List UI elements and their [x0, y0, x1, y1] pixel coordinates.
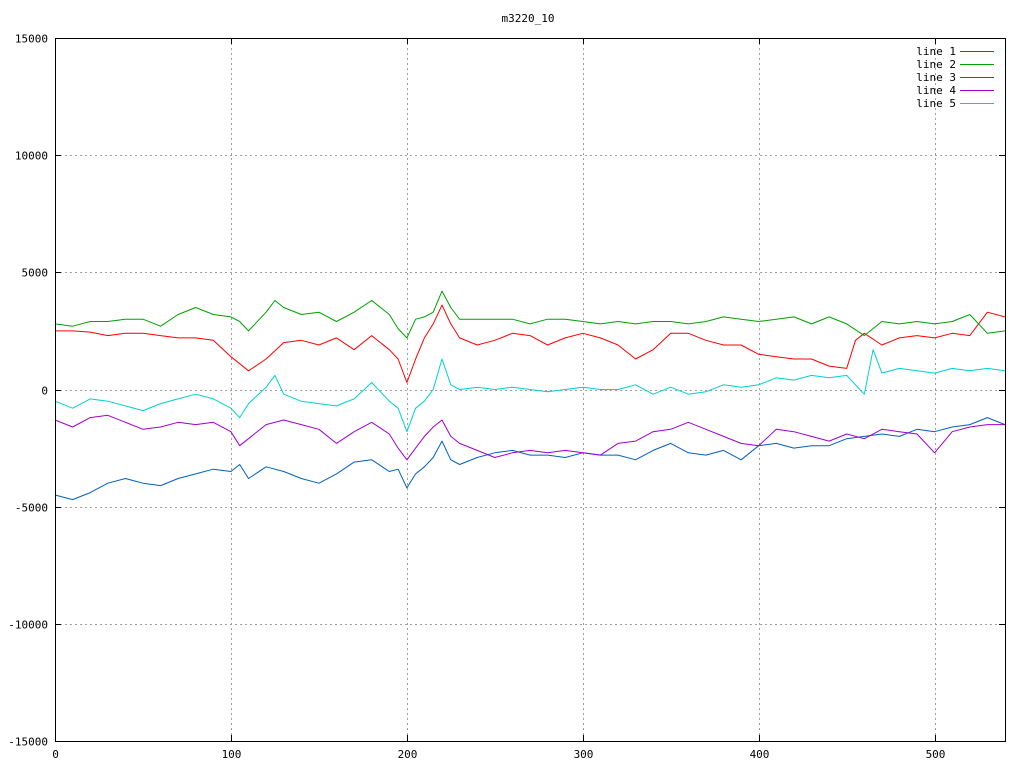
x-tick-label: 500 — [926, 748, 946, 761]
legend-label-2: line 2 — [916, 58, 956, 71]
x-tick-label: 400 — [750, 748, 770, 761]
y-tick-label: -15000 — [8, 736, 48, 749]
y-tick-label: 15000 — [15, 33, 48, 46]
y-tick-label: 5000 — [22, 267, 49, 280]
legend-label-4: line 4 — [916, 84, 956, 97]
series-line-3 — [54, 417, 1006, 501]
y-tick-label: -10000 — [8, 619, 48, 632]
legend-label-3: line 3 — [916, 71, 956, 84]
x-tick-label: 300 — [574, 748, 594, 761]
y-tick-label: -5000 — [15, 502, 48, 515]
x-tick-label: 200 — [398, 748, 418, 761]
series-lines — [54, 290, 1006, 501]
legend-label-5: line 5 — [916, 97, 956, 110]
y-tick-label: 0 — [41, 385, 48, 398]
series-line-2 — [54, 290, 1006, 339]
series-line-4 — [54, 414, 1005, 461]
series-line-1 — [55, 304, 1006, 383]
x-tick-label: 0 — [52, 748, 59, 761]
grid — [55, 38, 1005, 741]
chart-title: m3220_10 — [502, 12, 555, 25]
y-tick-label: 10000 — [15, 150, 48, 163]
legend-label-1: line 1 — [916, 45, 956, 58]
x-tick-label: 100 — [222, 748, 242, 761]
series-line-5 — [54, 349, 1006, 433]
axis-ticks: -15000 -10000 -5000 0 5000 10000 15000 0 100 200 3… — [8, 33, 1005, 761]
